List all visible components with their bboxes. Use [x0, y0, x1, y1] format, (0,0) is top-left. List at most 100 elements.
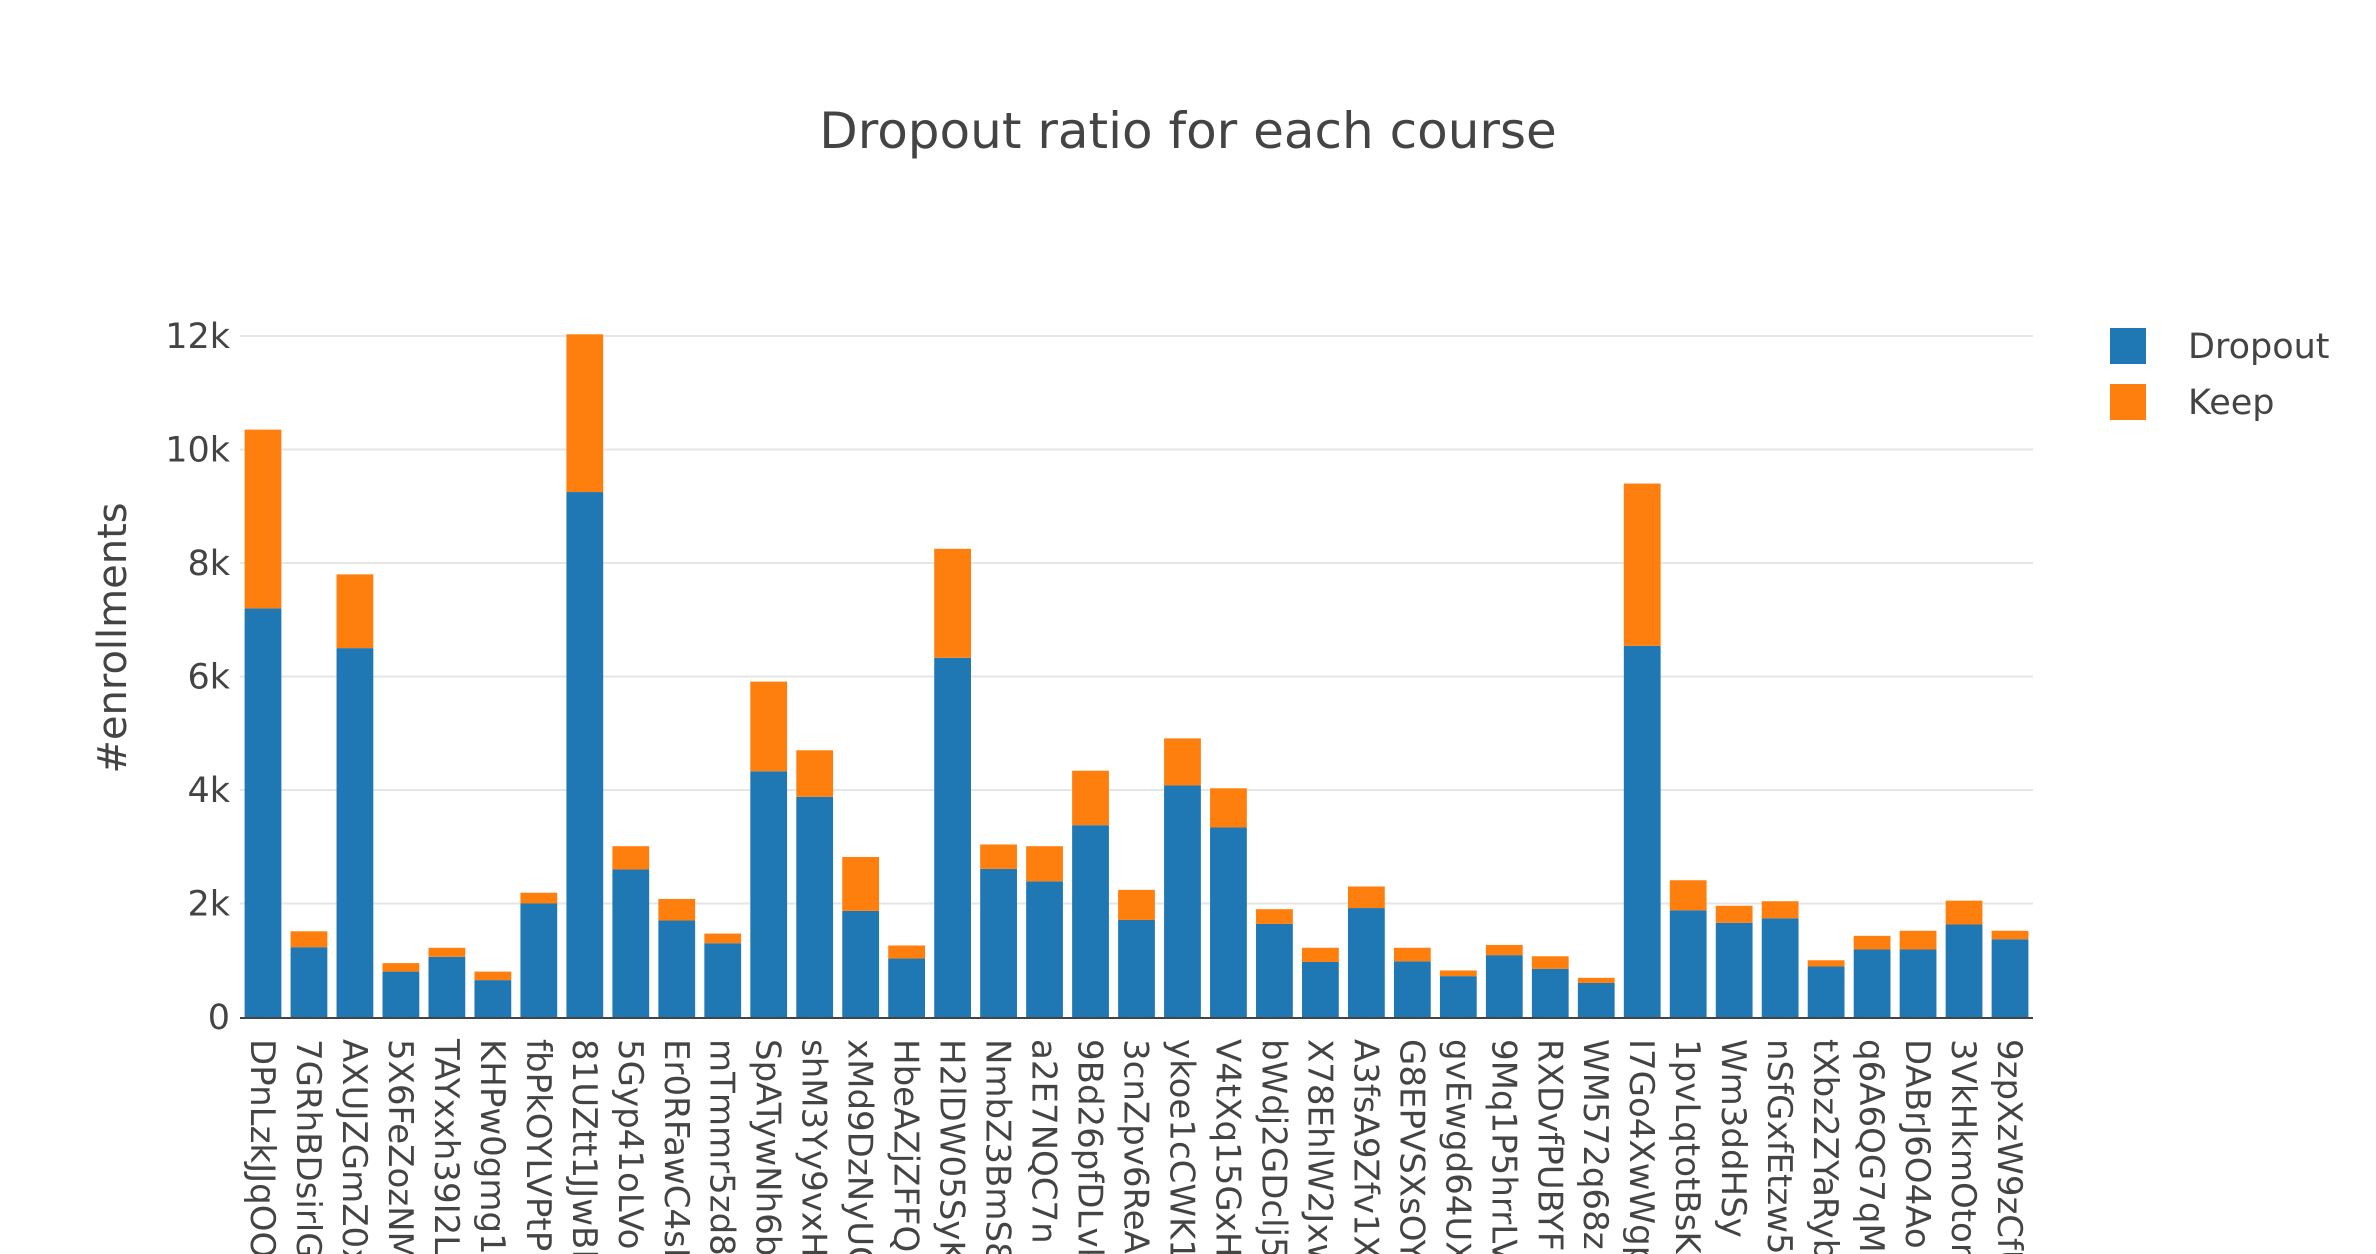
x-tick-label: DPnLzkJJqOO: [242, 1039, 282, 1254]
bar-keep-10: [658, 898, 696, 921]
x-tick-label: DABrJ6O4Ao: [1897, 1039, 1937, 1249]
bar-keep-17: [980, 844, 1017, 869]
x-tick-label: bWdj2GDclj5: [1253, 1039, 1293, 1254]
legend-swatch-dropout: [2110, 328, 2146, 364]
x-tick-label: RXDvfPUBYFI: [1529, 1039, 1569, 1254]
bars: [244, 334, 2029, 1017]
legend-label-dropout: Dropout: [2188, 327, 2330, 367]
x-tick-label: 5Gyp41oLVo: [610, 1039, 650, 1249]
bar-keep-2: [290, 931, 328, 948]
bar-keep-11: [704, 933, 742, 944]
bar-keep-1: [244, 429, 282, 609]
x-tick-label: A3fsA9Zfv1X: [1345, 1039, 1385, 1254]
x-tick-label: 9zpXzW9zCfU: [1989, 1039, 2029, 1254]
bar-dropout-26: [1393, 961, 1431, 1017]
x-tick-label: gvEwgd64UX: [1437, 1039, 1477, 1254]
x-tick-label: 9Bd26pfDLvk: [1070, 1039, 1110, 1254]
bar-keep-38: [1945, 900, 1983, 925]
x-tick-label: 9Mq1P5hrrLV: [1483, 1039, 1523, 1254]
x-tick-label: Wm3ddHSy: [1713, 1039, 1753, 1238]
bar-keep-39: [1991, 930, 2029, 940]
bar-dropout-21: [1164, 785, 1201, 1017]
bar-keep-25: [1347, 886, 1385, 909]
bar-keep-37: [1899, 930, 1937, 950]
bar-keep-5: [428, 947, 466, 957]
bar-dropout-20: [1118, 919, 1155, 1017]
x-tick-label: V4tXq15GxHo: [1207, 1039, 1247, 1254]
bar-dropout-7: [520, 903, 558, 1017]
bar-dropout-5: [428, 956, 466, 1017]
bar-dropout-12: [750, 771, 788, 1017]
bar-dropout-2: [290, 947, 328, 1017]
bar-keep-4: [382, 963, 420, 972]
x-tick-label: G8EPVSXsOY: [1391, 1039, 1431, 1254]
legend: Dropout Keep: [2110, 327, 2330, 423]
bar-dropout-3: [336, 648, 374, 1017]
bar-dropout-22: [1210, 827, 1247, 1017]
bar-keep-19: [1072, 770, 1109, 826]
bar-keep-31: [1623, 483, 1661, 646]
bar-dropout-38: [1945, 924, 1983, 1017]
bar-dropout-6: [474, 980, 512, 1017]
bar-dropout-25: [1347, 908, 1385, 1017]
bar-dropout-19: [1072, 825, 1109, 1017]
bar-keep-14: [842, 856, 880, 911]
bar-keep-13: [796, 750, 834, 797]
y-tick-label: 2k: [187, 885, 230, 925]
x-tick-label: 81UZtt1JJwBF: [564, 1039, 604, 1254]
x-tick-label: KHPw0gmg1: [472, 1039, 512, 1254]
y-tick-labels: 0 2k 4k 6k 8k 10k 12k: [165, 317, 231, 1038]
x-tick-label: nSfGxfEtzw5: [1759, 1039, 1799, 1254]
bar-keep-8: [566, 334, 604, 493]
x-tick-label: a2E7NQC7n: [1024, 1039, 1064, 1244]
bar-dropout-35: [1807, 966, 1845, 1017]
y-tick-label: 0: [208, 998, 230, 1038]
bar-keep-12: [750, 681, 788, 772]
bar-keep-15: [888, 945, 926, 959]
x-tick-label: H2lDW05SyK: [932, 1039, 972, 1254]
bar-dropout-36: [1853, 949, 1891, 1017]
bar-keep-29: [1531, 956, 1569, 969]
x-tick-label: SpATywNh6b: [748, 1039, 788, 1254]
x-tick-label: Er0RFawC4sH: [656, 1039, 696, 1254]
bar-dropout-28: [1485, 955, 1523, 1017]
x-tick-label: 7GRhBDsirlG: [288, 1039, 328, 1254]
x-tick-label: I7Go4XwWgp: [1621, 1039, 1661, 1254]
bar-dropout-4: [382, 971, 420, 1017]
bar-keep-22: [1210, 788, 1247, 828]
bar-dropout-37: [1899, 949, 1937, 1017]
bar-dropout-10: [658, 920, 696, 1017]
bar-dropout-30: [1577, 982, 1615, 1017]
x-tick-label: xMd9DzNyUC: [840, 1039, 880, 1254]
bar-dropout-29: [1531, 968, 1569, 1017]
bar-keep-16: [934, 548, 971, 658]
bar-keep-30: [1577, 977, 1615, 983]
bar-dropout-1: [244, 608, 282, 1017]
bar-keep-28: [1485, 944, 1523, 956]
bar-keep-33: [1715, 905, 1753, 923]
bar-dropout-18: [1026, 881, 1063, 1017]
bar-dropout-33: [1715, 922, 1753, 1017]
x-tick-label: 1pvLqtotBsK: [1667, 1039, 1707, 1254]
x-tick-label: 3VkHkmOtor: [1943, 1039, 1983, 1254]
x-tick-label: mTmmr5zd8: [702, 1039, 742, 1254]
bar-dropout-31: [1623, 645, 1661, 1017]
bar-keep-18: [1026, 846, 1063, 882]
x-tick-label: tXbz2ZYaRyb: [1805, 1039, 1845, 1254]
bar-keep-9: [612, 846, 650, 870]
bar-dropout-27: [1439, 976, 1477, 1017]
y-tick-label: 12k: [165, 317, 231, 357]
x-tick-label: TAYxxh39I2L: [426, 1038, 466, 1254]
gridlines: [240, 335, 2033, 905]
x-tick-label: 5X6FeZozNM: [380, 1039, 420, 1254]
bar-keep-3: [336, 574, 374, 649]
chart-title: Dropout ratio for each course: [819, 102, 1557, 160]
bar-dropout-9: [612, 869, 650, 1017]
bar-keep-24: [1302, 947, 1339, 962]
bar-dropout-13: [796, 796, 834, 1017]
x-tick-label: WM572q68z: [1575, 1039, 1615, 1250]
bar-dropout-23: [1256, 923, 1293, 1017]
bar-dropout-34: [1761, 918, 1799, 1017]
bar-dropout-39: [1991, 939, 2029, 1017]
x-tick-label: HbeAZjZFFQU: [886, 1039, 926, 1254]
